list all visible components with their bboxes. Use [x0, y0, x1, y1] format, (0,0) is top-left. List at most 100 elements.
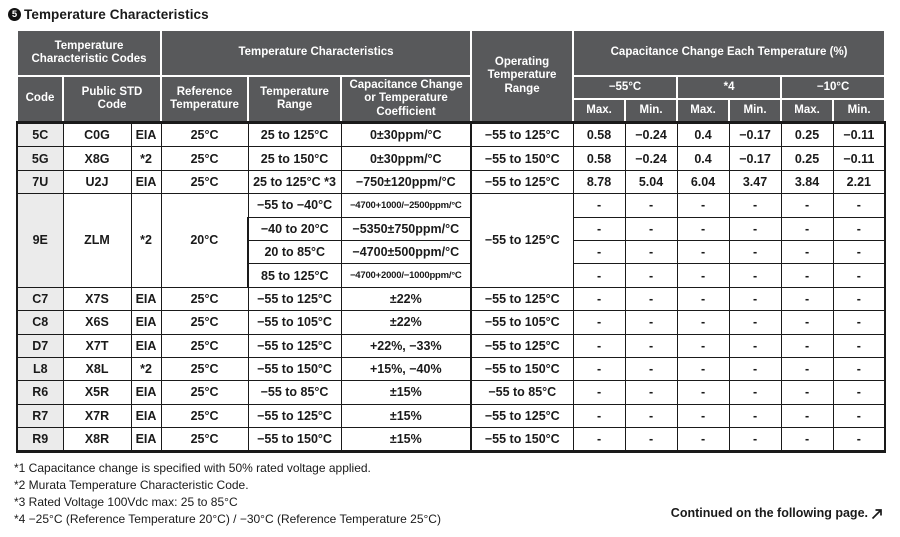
arrow-up-right-icon [871, 507, 884, 520]
cap-change-cell: −4700+2000/−1000ppm/°C [340, 263, 472, 288]
table-row: C8 X6S EIA 25°C −55 to 105°C ±22% −55 to 105°C… [16, 310, 887, 335]
temp-range-cell: 20 to 85°C [247, 239, 342, 265]
header-cap-change-or-coeff: Capacitance Change or Temperature Coeffi… [340, 75, 473, 124]
value-cell: 3.47 [728, 169, 782, 195]
section-title-row: 5 Temperature Characteristics [0, 0, 900, 22]
value-cell: 8.78 [572, 169, 626, 195]
cap-change-cell: +22%, −33% [340, 333, 472, 358]
value-cell: - [676, 239, 730, 265]
table-row: 9E ZLM *2 20°C −55 to −40°C −4700+1000/−2500p… [16, 193, 887, 288]
value-cell: - [728, 263, 782, 288]
cap-change-cell: −4700±500ppm/°C [340, 239, 472, 265]
value-cell: 0.58 [572, 120, 626, 148]
value-cell: −0.17 [728, 120, 782, 148]
value-cell: - [728, 310, 782, 335]
value-cell: - [572, 310, 626, 335]
continued-link[interactable]: Continued on the following page. [671, 506, 884, 520]
value-cell: - [780, 263, 834, 288]
temp-range-cell: −55 to −40°C [247, 193, 342, 218]
value-cell: - [832, 333, 887, 358]
code-cell: 7U [16, 169, 64, 195]
cap-change-cell: ±15% [340, 403, 472, 429]
value-cell: - [572, 239, 626, 265]
temp-range-cell: −55 to 85°C [247, 380, 342, 405]
cap-change-cell: ±15% [340, 427, 472, 454]
std-source-cell: EIA [130, 403, 162, 429]
table-row: −40 to 20°C −5350±750ppm/°C - - - - - - [17, 216, 887, 241]
value-cell: 3.84 [780, 169, 834, 195]
value-cell: - [676, 427, 730, 454]
value-cell: - [676, 286, 730, 312]
cap-change-cell: 0±30ppm/°C [340, 146, 472, 171]
value-cell: - [624, 427, 678, 454]
std-code-cell: U2J [62, 169, 132, 195]
std-code-cell: C0G [62, 120, 132, 148]
cap-change-cell: ±22% [340, 310, 472, 335]
std-code-cell: X5R [62, 380, 132, 405]
value-cell: - [832, 193, 887, 218]
value-cell: - [728, 239, 782, 265]
temp-range-cell: 25 to 125°C [247, 120, 342, 148]
temp-range-cell: −55 to 125°C [247, 286, 342, 312]
header-reference-temperature: Reference Temperature [160, 75, 250, 124]
value-cell: - [780, 193, 834, 218]
footnote: *2 Murata Temperature Characteristic Cod… [14, 478, 249, 493]
value-cell: - [572, 380, 626, 405]
value-cell: −0.11 [832, 120, 887, 148]
value-cell: - [780, 403, 834, 429]
value-cell: - [832, 356, 887, 382]
code-cell: 9E [16, 193, 64, 288]
header-max: Max. [572, 98, 627, 124]
section-number-icon: 5 [8, 8, 21, 21]
reference-temp-cell: 25°C [160, 356, 249, 382]
cap-change-cell: ±22% [340, 286, 472, 312]
table-row: D7 X7T EIA 25°C −55 to 125°C +22%, −33% −55 to… [16, 333, 887, 358]
value-cell: - [832, 310, 887, 335]
reference-temp-cell: 25°C [160, 146, 249, 171]
table-row: 85 to 125°C −4700+2000/−1000ppm/°C - - - - - - [17, 263, 887, 288]
value-cell: - [780, 239, 834, 265]
reference-temp-cell: 25°C [160, 380, 249, 405]
cap-change-cell: 0±30ppm/°C [340, 120, 472, 148]
value-cell: 0.25 [780, 146, 834, 171]
table-row: C7 X7S EIA 25°C −55 to 125°C ±22% −55 to 125°C… [16, 286, 887, 312]
table-row: 7U U2J EIA 25°C 25 to 125°C *3 −750±120ppm/°C… [16, 169, 887, 195]
reference-temp-cell: 25°C [160, 333, 249, 358]
code-cell: C7 [16, 286, 64, 312]
header-temperature-range: Temperature Range [247, 75, 343, 124]
reference-temp-cell: 20°C [160, 193, 249, 288]
temp-range-cell: 85 to 125°C [247, 263, 342, 288]
value-cell: 5.04 [624, 169, 678, 195]
page-title: Temperature Characteristics [24, 7, 209, 22]
table-row: 5G X8G *2 25°C 25 to 150°C 0±30ppm/°C −55 to 1… [16, 146, 887, 171]
header-star4: *4 [676, 75, 783, 100]
value-cell: - [624, 310, 678, 335]
header-cap-change-each-temp: Capacitance Change Each Temperature (%) [572, 29, 887, 77]
value-cell: - [624, 333, 678, 358]
table-row: 20 to 85°C −4700±500ppm/°C - - - - - - [17, 239, 887, 265]
value-cell: - [728, 216, 782, 241]
reference-temp-cell: 25°C [160, 169, 249, 195]
std-code-cell: X8G [62, 146, 132, 171]
header-max: Max. [676, 98, 731, 124]
value-cell: 2.21 [832, 169, 887, 195]
std-source-cell: EIA [130, 380, 162, 405]
header-minus55c: −55°C [572, 75, 679, 100]
value-cell: 0.25 [780, 120, 834, 148]
std-code-cell: X7T [62, 333, 132, 358]
value-cell: - [624, 216, 678, 241]
cap-change-cell: −5350±750ppm/°C [340, 216, 472, 241]
std-source-cell: *2 [130, 146, 162, 171]
reference-temp-cell: 25°C [160, 286, 249, 312]
value-cell: - [572, 403, 626, 429]
value-cell: - [780, 380, 834, 405]
value-cell: - [572, 263, 626, 288]
value-cell: 6.04 [676, 169, 730, 195]
std-code-cell: X8L [62, 356, 132, 382]
operating-range-cell: −55 to 150°C [470, 427, 574, 454]
value-cell: 0.4 [676, 146, 730, 171]
temp-range-cell: −55 to 150°C [247, 427, 342, 454]
value-cell: - [780, 310, 834, 335]
operating-range-cell: −55 to 85°C [470, 380, 574, 405]
std-source-cell: EIA [130, 286, 162, 312]
